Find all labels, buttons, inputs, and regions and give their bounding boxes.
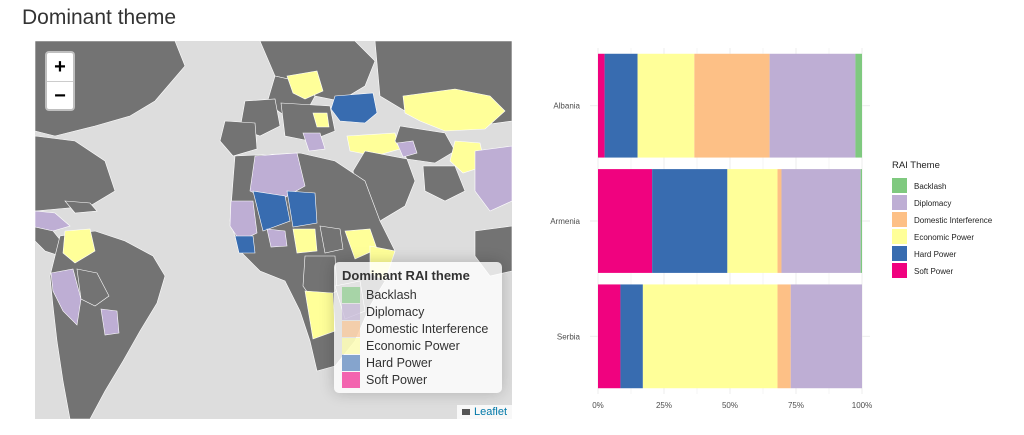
chart-legend-label: Economic Power [914, 233, 974, 242]
zoom-control: + − [45, 51, 75, 111]
bar-segment-backlash [855, 53, 862, 158]
map-legend-item: Hard Power [342, 354, 494, 371]
flag-icon [461, 409, 470, 415]
bar-segment-diplomacy [790, 284, 862, 389]
chart-legend-label: Hard Power [914, 250, 957, 259]
map-legend-label: Hard Power [366, 355, 432, 370]
chart-legend-label: Domestic Interference [914, 216, 993, 225]
bar-segment-diplomacy [769, 53, 856, 158]
y-tick-label: Armenia [550, 217, 580, 226]
map-legend-label: Diplomacy [366, 304, 425, 319]
chart-legend-key [892, 212, 907, 227]
map-legend-item: Soft Power [342, 371, 494, 388]
bar-segment-soft-power [598, 53, 605, 158]
map-legend-label: Soft Power [366, 372, 428, 387]
leaflet-map[interactable]: + − Dominant RAI theme Backlash Diplomac… [35, 41, 512, 419]
zoom-in-button[interactable]: + [54, 56, 66, 78]
bar-segment-backlash [860, 169, 862, 273]
bar-segment-diplomacy [781, 169, 861, 273]
chart-legend-title: RAI Theme [892, 160, 940, 171]
x-tick-label: 75% [788, 401, 804, 410]
bar-segment-economic-power [642, 284, 778, 389]
chart-legend-key [892, 195, 907, 210]
legend-swatch-economic-power [342, 337, 360, 354]
legend-swatch-backlash [342, 286, 360, 303]
bar-segment-economic-power [637, 53, 695, 158]
page-title: Dominant theme [22, 6, 177, 29]
bar-segment-domestic-interference [694, 53, 770, 158]
x-tick-label: 0% [592, 401, 604, 410]
map-legend-label: Domestic Interference [366, 321, 489, 336]
leaflet-link[interactable]: Leaflet [473, 406, 507, 418]
chart-legend-key [892, 263, 907, 278]
bar-segment-soft-power [598, 169, 653, 273]
y-tick-label: Albania [553, 102, 580, 111]
zoom-out-button[interactable]: − [47, 81, 73, 109]
bar-segment-soft-power [598, 284, 621, 389]
legend-swatch-hard-power [342, 354, 360, 371]
x-tick-label: 25% [656, 401, 672, 410]
map-attribution: Leaflet [456, 405, 512, 419]
chart-legend-key [892, 246, 907, 261]
bar-segment-economic-power [727, 169, 778, 273]
chart-legend-label: Soft Power [914, 267, 953, 276]
bar-segment-domestic-interference [777, 284, 791, 389]
y-tick-label: Serbia [557, 332, 581, 341]
map-legend: Dominant RAI theme Backlash Diplomacy Do… [334, 262, 502, 393]
legend-swatch-diplomacy [342, 303, 360, 320]
map-legend-item: Diplomacy [342, 303, 494, 320]
map-legend-item: Economic Power [342, 337, 494, 354]
x-tick-label: 100% [852, 401, 872, 410]
map-legend-label: Economic Power [366, 338, 460, 353]
bar-segment-hard-power [620, 284, 643, 389]
map-legend-title: Dominant RAI theme [342, 268, 470, 283]
chart-legend-label: Diplomacy [914, 199, 951, 208]
map-legend-label: Backlash [366, 287, 417, 302]
map-legend-item: Domestic Interference [342, 320, 494, 337]
chart-legend-label: Backlash [914, 182, 946, 191]
bar-segment-hard-power [604, 53, 638, 158]
stacked-bar-chart: Albania Armenia Serbia 0% 25% 50% 75% 100% RAI T… [550, 48, 993, 410]
bar-segment-domestic-interference [777, 169, 782, 273]
legend-swatch-soft-power [342, 371, 360, 388]
legend-swatch-domestic-interference [342, 320, 360, 337]
bar-segment-hard-power [652, 169, 728, 273]
map-legend-item: Backlash [342, 286, 494, 303]
x-tick-label: 50% [722, 401, 738, 410]
chart-legend-key [892, 178, 907, 193]
chart-legend-key [892, 229, 907, 244]
